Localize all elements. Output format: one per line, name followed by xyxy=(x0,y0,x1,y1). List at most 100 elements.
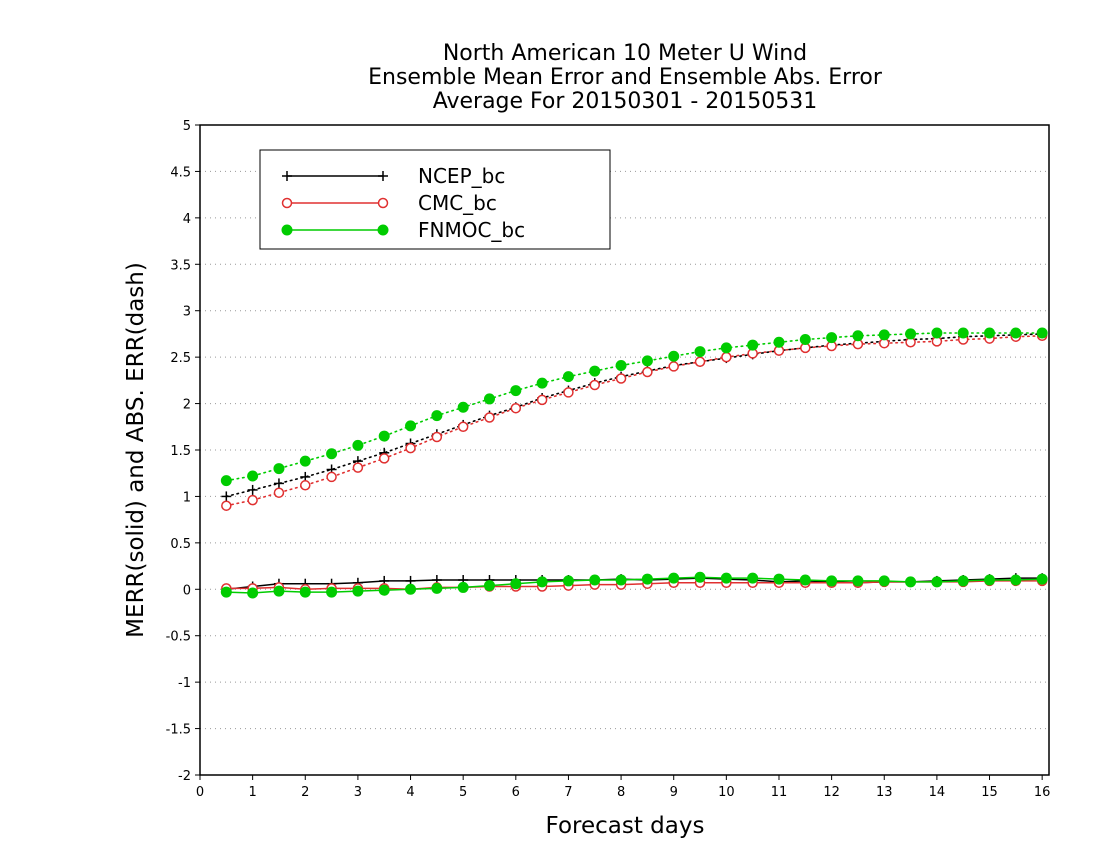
x-tick-label: 12 xyxy=(823,785,840,800)
series-fnmoc-bc-merr-point xyxy=(747,572,759,584)
x-tick-label: 0 xyxy=(196,785,204,800)
x-tick-label: 16 xyxy=(1034,785,1051,800)
series-fnmoc-bc-abserr-point xyxy=(615,360,627,371)
gridlines xyxy=(200,170,1049,730)
series-ncep-bc xyxy=(221,328,1048,595)
series-fnmoc-bc-abserr-point xyxy=(931,327,943,339)
series-fnmoc-bc-merr-point xyxy=(352,585,364,597)
plot-frame xyxy=(199,124,1050,776)
series-cmc-bc-abserr-point xyxy=(273,487,285,498)
series-ncep-bc-abserr-line xyxy=(225,333,1043,498)
x-tick-label: 3 xyxy=(354,785,362,800)
series-cmc-bc-abserr-point xyxy=(352,462,364,473)
legend-item-fnmoc-bc: FNMOC_bc xyxy=(281,218,525,242)
series-cmc-bc-abserr-point xyxy=(405,442,416,454)
series-fnmoc-bc-abserr-point xyxy=(457,401,469,413)
y-tick-label: 2 xyxy=(183,398,191,413)
series-cmc-bc-abserr-point xyxy=(589,379,601,391)
series-fnmoc-bc-merr-point xyxy=(799,574,811,586)
series-fnmoc-bc-abserr-point xyxy=(984,327,996,339)
series-fnmoc-bc-merr-point xyxy=(641,573,653,585)
series-ncep-bc-abserr-point xyxy=(221,491,232,502)
series-fnmoc-bc-abserr-point xyxy=(747,339,759,351)
legend-marker xyxy=(377,197,389,209)
legend-marker xyxy=(281,197,293,209)
series-fnmoc-bc-merr-point xyxy=(931,576,943,588)
series-fnmoc-bc-abserr-point xyxy=(852,330,864,342)
series-cmc-bc xyxy=(221,330,1048,595)
series-fnmoc-bc-merr-point xyxy=(589,574,601,586)
series-fnmoc-bc-abserr-point xyxy=(483,393,495,405)
x-axis-label: Forecast days xyxy=(546,813,705,839)
y-tick-label: -1 xyxy=(178,676,191,691)
x-tick-label: 14 xyxy=(929,785,946,800)
legend-box xyxy=(259,149,611,250)
series-layer xyxy=(220,327,1048,599)
series-fnmoc-bc-abserr-point xyxy=(694,346,706,358)
series-fnmoc-bc-abserr-point xyxy=(431,410,443,422)
x-tick-label: 5 xyxy=(459,785,467,800)
series-ncep-bc-abserr-point xyxy=(247,484,258,495)
series-fnmoc-bc-abserr-point xyxy=(536,377,548,389)
series-fnmoc-bc-merr-point xyxy=(299,586,311,598)
title-line-3: Average For 20150301 - 20150531 xyxy=(433,89,818,114)
y-tick-label: 1 xyxy=(183,490,191,505)
series-fnmoc-bc-merr-point xyxy=(984,574,996,586)
series-fnmoc-bc-merr-point xyxy=(273,585,285,597)
series-fnmoc-bc-abserr-point xyxy=(1036,327,1048,339)
series-fnmoc-bc-merr-point xyxy=(826,575,838,587)
series-cmc-bc-abserr-point xyxy=(457,421,469,433)
series-fnmoc-bc-abserr-point xyxy=(826,332,838,344)
y-axis-ticks: -2 -1.5 -1 -0.5 0 0.5 1 1.5 2 2.5 3 3.5 4 4.5 5 xyxy=(166,119,200,784)
y-tick-label: 4 xyxy=(183,212,191,227)
series-fnmoc-bc-merr-point xyxy=(694,571,706,583)
series-fnmoc-bc-merr-point xyxy=(247,587,259,599)
legend-items: NCEP_bc CMC_bc FNMOC_bc xyxy=(281,164,525,242)
x-tick-label: 6 xyxy=(512,785,520,800)
y-tick-label: 1.5 xyxy=(170,444,191,459)
y-tick-label: 3 xyxy=(183,305,191,320)
series-fnmoc-bc-merr-point xyxy=(457,581,469,593)
series-fnmoc-bc-merr-point xyxy=(483,580,495,592)
legend-label: CMC_bc xyxy=(418,191,497,215)
series-fnmoc-bc-abserr-point xyxy=(641,355,653,367)
legend-marker xyxy=(282,171,292,181)
legend-label: NCEP_bc xyxy=(418,164,505,188)
series-cmc-bc-abserr-point xyxy=(484,412,495,423)
series-cmc-bc-abserr-point xyxy=(326,471,337,483)
y-tick-label: 0 xyxy=(183,583,191,598)
series-cmc-bc-abserr-point xyxy=(247,494,258,506)
title-line-1: North American 10 Meter U Wind xyxy=(443,41,807,66)
series-fnmoc-bc xyxy=(220,327,1048,599)
series-cmc-bc-abserr-point xyxy=(668,361,679,372)
x-tick-label: 15 xyxy=(981,785,998,800)
series-fnmoc-bc-abserr-point xyxy=(326,448,338,460)
legend-marker xyxy=(281,224,293,236)
x-tick-label: 7 xyxy=(564,785,572,800)
series-cmc-bc-abserr-line xyxy=(225,334,1043,507)
series-fnmoc-bc-abserr-point xyxy=(220,475,232,487)
x-axis-ticks: 0 1 2 3 4 5 6 7 8 9 10 11 12 13 14 15 16 xyxy=(196,775,1051,800)
legend-marker xyxy=(378,171,388,181)
series-cmc-bc-abserr-point xyxy=(536,394,548,406)
y-tick-label: 4.5 xyxy=(170,165,191,180)
series-fnmoc-bc-merr-point xyxy=(668,572,680,584)
x-tick-label: 10 xyxy=(718,785,735,800)
series-fnmoc-bc-merr-point xyxy=(773,573,785,585)
x-tick-label: 1 xyxy=(248,785,256,800)
x-tick-label: 4 xyxy=(406,785,414,800)
series-cmc-bc-abserr-point xyxy=(378,453,390,464)
series-ncep-bc-abserr-point xyxy=(273,478,284,489)
series-fnmoc-bc-merr-point xyxy=(510,578,522,590)
series-fnmoc-bc-merr-point xyxy=(905,576,917,588)
series-fnmoc-bc-abserr-point xyxy=(299,455,311,467)
series-cmc-bc-abserr-point xyxy=(431,431,443,443)
y-tick-label: -2 xyxy=(178,769,191,784)
series-fnmoc-bc-merr-point xyxy=(220,586,232,598)
y-tick-label: 3.5 xyxy=(170,258,191,273)
series-fnmoc-bc-abserr-point xyxy=(668,350,680,362)
legend-marker xyxy=(377,224,389,236)
series-fnmoc-bc-abserr-point xyxy=(352,439,364,451)
series-fnmoc-bc-merr-point xyxy=(957,575,969,587)
